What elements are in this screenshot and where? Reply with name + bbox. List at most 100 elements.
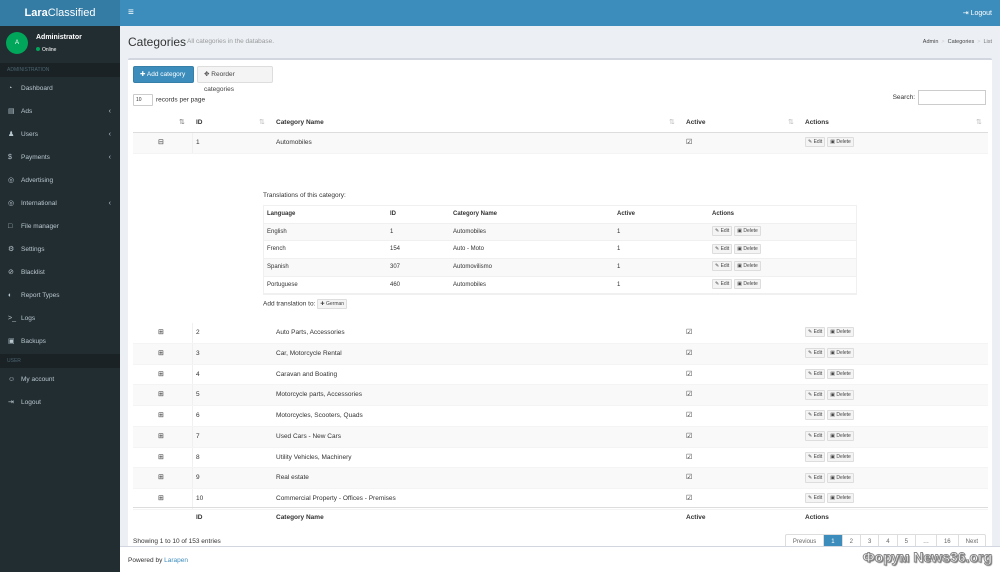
sidebar-item-dashboard[interactable]: ◔ Dashboard [0, 77, 120, 100]
trash-icon: ▣ [830, 370, 835, 377]
cell-active: 1 [617, 264, 621, 271]
sidebar-item-logs[interactable]: >_ Logs [0, 307, 120, 330]
delete-button[interactable]: ▣ Delete [827, 451, 854, 462]
page-button-3[interactable]: 3 [861, 535, 880, 550]
page-button-5[interactable]: 5 [898, 535, 916, 550]
sort-icon[interactable]: ⇅ [259, 119, 265, 126]
sidebar-item-backups[interactable]: ▣ Backups [0, 330, 120, 353]
sidebar-item-file-manager[interactable]: □ File manager [0, 215, 120, 238]
expand-icon[interactable]: ⊞ [158, 329, 164, 336]
col-category-name[interactable]: Category Name [276, 119, 324, 126]
collapse-icon[interactable]: ⊟ [158, 139, 164, 146]
delete-button[interactable]: ▣ Delete [734, 243, 761, 254]
edit-label: Edit [813, 391, 823, 398]
sidebar-item-label: Advertising [21, 177, 54, 184]
edit-button[interactable]: ✎ Edit [805, 389, 826, 400]
edit-button[interactable]: ✎ Edit [805, 368, 826, 379]
categories-box: ✚ Add category ✥ Reorder categories 10 re… [128, 58, 992, 551]
edit-button[interactable]: ✎ Edit [805, 451, 826, 462]
sidebar-item-settings[interactable]: ⚙ Settings [0, 238, 120, 261]
edit-button[interactable]: ✎ Edit [712, 243, 733, 254]
cell-category-name: Automobiles [276, 139, 312, 146]
larapen-link[interactable]: Larapen [164, 557, 188, 564]
edit-button[interactable]: ✎ Edit [805, 327, 826, 338]
col-active[interactable]: Active [686, 119, 706, 126]
edit-button[interactable]: ✎ Edit [805, 410, 826, 421]
delete-button[interactable]: ▣ Delete [734, 261, 761, 272]
edit-button[interactable]: ✎ Edit [712, 261, 733, 272]
expand-icon[interactable]: ⊞ [158, 349, 164, 357]
edit-button[interactable]: ✎ Edit [805, 431, 826, 442]
expand-icon[interactable]: ⊞ [158, 412, 164, 419]
edit-button[interactable]: ✎ Edit [712, 226, 733, 237]
delete-button[interactable]: ▣ Delete [827, 389, 854, 400]
table-row: ⊞ 5 Motorcycle parts, Accessories ☑ ✎ Edit ▣ … [133, 385, 988, 406]
chevron-left-icon: ‹ [108, 131, 111, 138]
search-input[interactable] [918, 90, 986, 105]
delete-button[interactable]: ▣ Delete [827, 368, 854, 379]
sidebar-item-payments[interactable]: $ Payments ‹ [0, 146, 120, 169]
foot-col-actions: Actions [805, 514, 829, 521]
sidebar-item-report-types[interactable]: ◐ Report Types [0, 284, 120, 307]
records-per-page-select[interactable]: 10 [133, 94, 153, 106]
breadcrumb-categories[interactable]: Categories [947, 39, 975, 45]
expand-icon[interactable]: ⊞ [158, 391, 164, 399]
page-button-previous[interactable]: Previous [786, 535, 825, 550]
sidebar-item-blacklist[interactable]: ⊘ Blacklist [0, 261, 120, 284]
cell-category-name: Automobiles [453, 228, 487, 235]
reorder-categories-button[interactable]: ✥ Reorder categories [197, 66, 273, 93]
search-label: Search: [892, 94, 915, 102]
logout-link[interactable]: ⇥ Logout [963, 9, 992, 17]
edit-icon: ✎ [808, 370, 813, 377]
delete-button[interactable]: ▣ Delete [734, 279, 761, 290]
col-id[interactable]: ID [196, 119, 203, 126]
delete-button[interactable]: ▣ Delete [827, 410, 854, 421]
delete-button[interactable]: ▣ Delete [827, 431, 854, 442]
sidebar-item-advertising[interactable]: ◎ Advertising [0, 169, 120, 192]
row-actions: ✎ Edit ▣ Delete [805, 448, 856, 468]
breadcrumb: Admin > Categories > List [922, 39, 992, 45]
sidebar-item-international[interactable]: ◎ International ‹ [0, 192, 120, 215]
delete-button[interactable]: ▣ Delete [827, 327, 854, 338]
page-button-16[interactable]: 16 [937, 535, 959, 550]
delete-button[interactable]: ▣ Delete [827, 472, 854, 483]
page-button-next[interactable]: Next [965, 539, 978, 545]
expand-icon[interactable]: ⊞ [158, 474, 164, 482]
sidebar-item-my-account[interactable]: ☺ My account [0, 368, 120, 391]
expand-icon[interactable]: ⊞ [158, 370, 164, 378]
expand-icon[interactable]: ⊞ [158, 495, 164, 502]
add-category-button[interactable]: ✚ Add category [133, 66, 194, 83]
breadcrumb-admin[interactable]: Admin [922, 39, 939, 45]
edit-button[interactable]: ✎ Edit [805, 348, 826, 359]
edit-button[interactable]: ✎ Edit [712, 279, 733, 290]
sort-asc-icon[interactable]: ⇅ [179, 119, 185, 126]
sort-icon[interactable]: ⇅ [976, 119, 982, 126]
check-icon: ☑ [686, 495, 693, 502]
page-button-4[interactable]: 4 [879, 535, 898, 550]
sort-icon[interactable]: ⇅ [788, 119, 794, 126]
edit-button[interactable]: ✎ Edit [805, 493, 826, 504]
tcol-language: Language [267, 211, 296, 217]
col-actions[interactable]: Actions [805, 119, 829, 126]
delete-button[interactable]: ▣ Delete [827, 137, 854, 148]
edit-button[interactable]: ✎ Edit [805, 137, 826, 148]
delete-label: Delete [836, 139, 851, 146]
expand-icon[interactable]: ⊞ [158, 432, 164, 440]
edit-button[interactable]: ✎ Edit [805, 472, 826, 483]
sidebar-toggle-icon[interactable]: ≡ [128, 7, 134, 18]
add-translation-german-button[interactable]: ✚ German [317, 299, 348, 309]
app-logo[interactable]: LaraClassified [0, 0, 120, 26]
page-button-2[interactable]: 2 [843, 535, 861, 550]
trash-icon: ▣ [737, 228, 742, 235]
cell-active: 1 [617, 228, 621, 235]
check-icon: ☑ [686, 474, 693, 482]
expand-icon[interactable]: ⊞ [158, 453, 164, 461]
delete-button[interactable]: ▣ Delete [734, 226, 761, 237]
delete-button[interactable]: ▣ Delete [827, 348, 854, 359]
sidebar-item-ads[interactable]: ▤ Ads ‹ [0, 100, 120, 123]
sort-icon[interactable]: ⇅ [669, 119, 675, 126]
sidebar-item-logout[interactable]: ⇥ Logout [0, 391, 120, 414]
trash-icon: ▣ [830, 350, 835, 357]
delete-button[interactable]: ▣ Delete [827, 493, 854, 504]
sidebar-item-users[interactable]: ♟ Users ‹ [0, 123, 120, 146]
